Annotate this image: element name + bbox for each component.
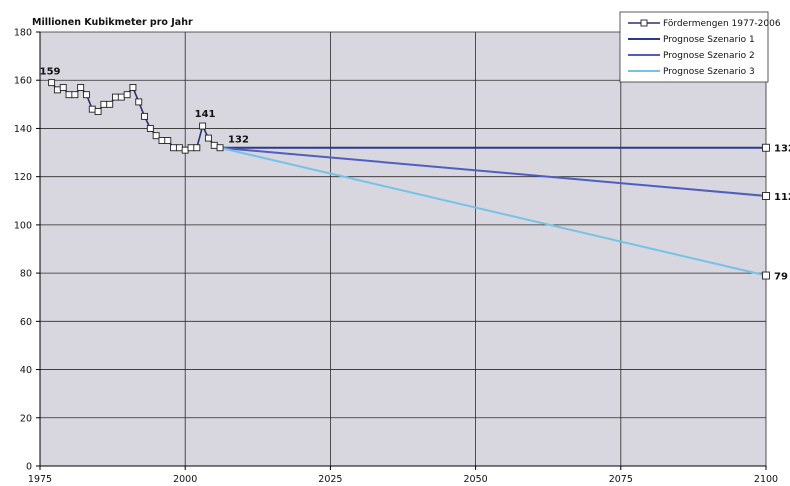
x-tick-label: 2025 (318, 474, 342, 485)
y-tick-label: 0 (26, 462, 32, 473)
y-tick-label: 180 (14, 28, 32, 39)
series-line-szenario-2 (219, 146, 767, 197)
series-line-szenario-3 (219, 146, 767, 277)
chart-title: Millionen Kubikmeter pro Jahr (32, 17, 193, 28)
data-point (53, 86, 61, 94)
x-tick-label: 2075 (609, 474, 633, 485)
data-point (141, 112, 148, 120)
x-tick-label: 2000 (173, 474, 197, 485)
data-point (106, 100, 114, 108)
y-tick-label: 160 (14, 76, 32, 87)
plot-area (40, 32, 766, 466)
y-tick-label: 20 (20, 413, 32, 424)
data-label: 79 (774, 272, 788, 283)
legend-label: Fördermengen 1977-2006 (663, 19, 781, 29)
data-point (123, 91, 131, 99)
data-point (71, 91, 79, 99)
legend-label: Prognose Szenario 3 (663, 67, 755, 77)
data-point (146, 124, 154, 132)
data-label: 112 (774, 192, 790, 203)
data-point (158, 137, 166, 144)
projection-end-point (762, 192, 770, 200)
x-tick-label: 1975 (28, 474, 52, 485)
data-point (94, 108, 102, 116)
data-point (181, 146, 189, 154)
data-point (187, 144, 195, 152)
data-point (112, 93, 119, 101)
data-point (175, 144, 183, 152)
data-label: 132 (228, 135, 249, 146)
data-point (48, 79, 56, 87)
data-point (88, 105, 96, 113)
data-point (152, 132, 160, 140)
data-point (164, 137, 172, 144)
data-point (135, 98, 143, 106)
projection-end-point (762, 271, 770, 280)
projection-end-point (762, 143, 770, 152)
data-point (204, 134, 212, 142)
data-point (100, 100, 108, 108)
data-point (117, 93, 125, 101)
x-tick-label: 2050 (464, 474, 488, 485)
data-point (77, 84, 85, 91)
data-point (216, 144, 224, 152)
y-tick-label: 100 (14, 220, 32, 231)
data-point (170, 144, 178, 152)
data-label: 159 (40, 67, 61, 78)
data-point (59, 84, 67, 91)
data-label: 141 (195, 109, 216, 120)
y-tick-label: 40 (20, 365, 32, 376)
y-tick-label: 120 (14, 172, 32, 183)
data-point (83, 91, 90, 99)
x-tick-label: 2100 (754, 474, 778, 485)
y-tick-label: 80 (20, 269, 32, 280)
legend: Fördermengen 1977-2006 Prognose Szenario … (619, 11, 781, 83)
data-point (193, 144, 201, 152)
y-tick-label: 140 (14, 124, 32, 135)
legend-label: Prognose Szenario 2 (663, 51, 755, 61)
legend-marker (640, 19, 648, 27)
y-tick-label: 60 (20, 317, 32, 328)
legend-label: Prognose Szenario 1 (663, 35, 755, 45)
data-point (210, 141, 218, 149)
data-point (65, 91, 73, 99)
data-label: 132 (774, 144, 790, 155)
data-point (129, 84, 137, 91)
data-point (199, 122, 207, 130)
